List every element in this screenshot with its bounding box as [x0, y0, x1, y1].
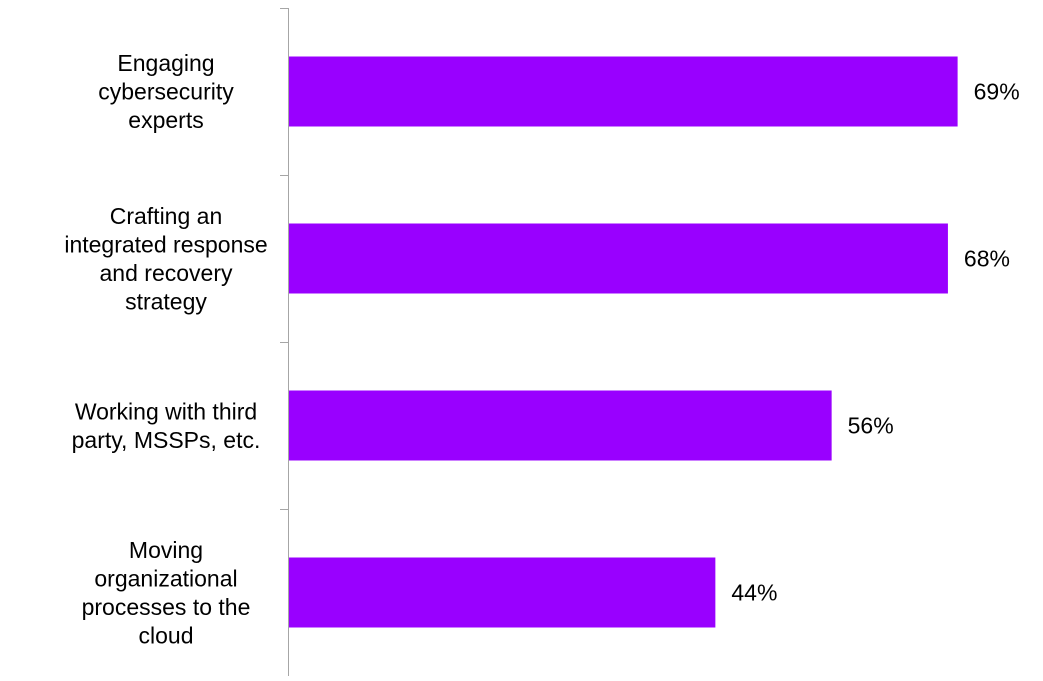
category-tick-label: experts — [128, 107, 203, 133]
category-tick-label: Crafting an — [110, 203, 223, 229]
category-tick-label: Moving — [129, 537, 203, 563]
bar — [289, 557, 716, 628]
category-tick-label: processes to the — [82, 594, 251, 620]
data-label: 56% — [848, 413, 894, 439]
data-label: 68% — [964, 246, 1010, 272]
data-label: 69% — [974, 79, 1020, 105]
bar — [289, 390, 832, 461]
category-tick-label: party, MSSPs, etc. — [72, 427, 261, 453]
category-tick-label: integrated response — [64, 231, 267, 257]
category-tick-label: organizational — [94, 565, 237, 591]
data-label: 44% — [731, 580, 777, 606]
category-tick-label: Working with third — [75, 398, 257, 424]
bar — [289, 56, 958, 127]
category-tick-label: cybersecurity — [98, 79, 234, 105]
bar — [289, 223, 948, 294]
category-tick-label: Engaging — [117, 50, 214, 76]
category-tick-label: and recovery — [100, 260, 233, 286]
category-tick-label: strategy — [125, 288, 207, 314]
category-tick-label: cloud — [139, 622, 194, 648]
